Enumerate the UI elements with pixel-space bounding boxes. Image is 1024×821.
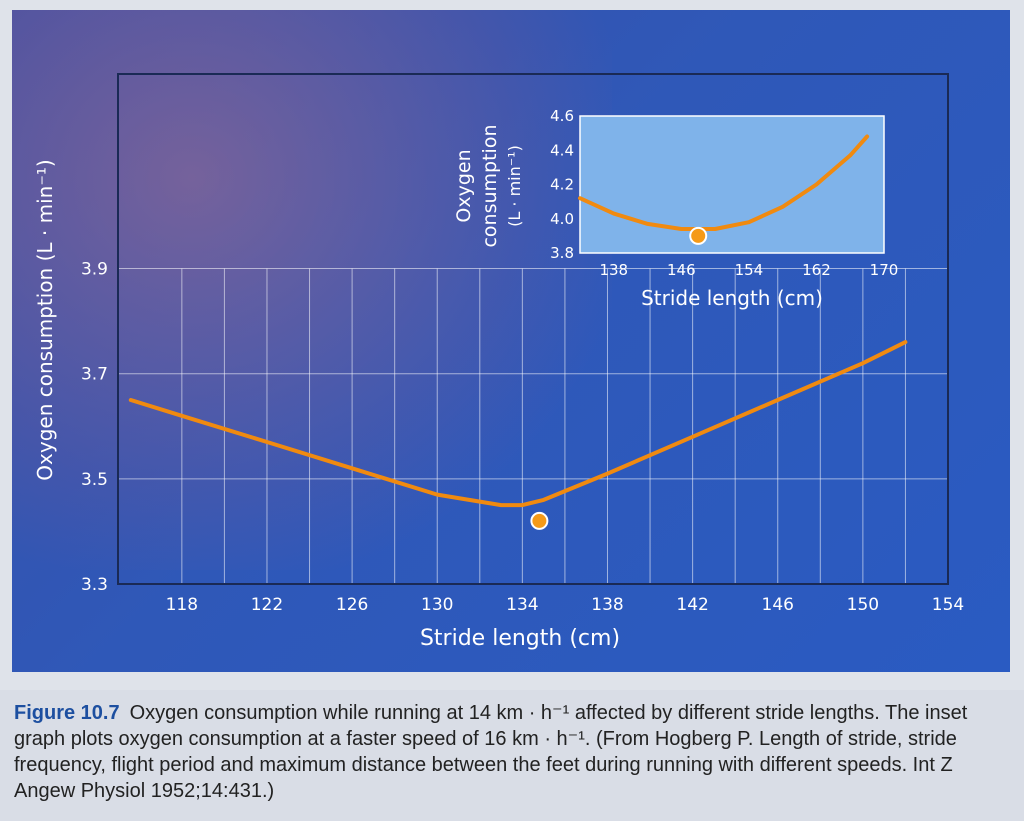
inset-minimum-marker xyxy=(689,226,708,245)
inset-y-tick-label: 3.8 xyxy=(550,244,574,262)
main-x-tick-label: 126 xyxy=(336,595,368,615)
chart-svg: 118 122 126 130 134 138 142 146 150 154 3.3 3.5 3.7 3… xyxy=(33,73,964,651)
inset-y-axis-label: consumption xyxy=(479,124,501,247)
caption-text: Oxygen consumption while running at 14 k… xyxy=(14,702,968,802)
main-x-tick-label: 130 xyxy=(421,595,453,615)
main-series-line xyxy=(128,340,908,508)
main-grid xyxy=(118,268,948,585)
caption-box xyxy=(0,690,1024,821)
main-y-axis-label: Oxygen consumption (L · min⁻¹) xyxy=(33,159,57,480)
main-x-tick-label: 154 xyxy=(932,595,964,615)
inset-x-tick-label: 154 xyxy=(735,261,764,279)
main-y-tick-label: 3.3 xyxy=(81,575,108,595)
main-plot-frame xyxy=(117,73,949,585)
main-y-tick-label: 3.7 xyxy=(81,365,108,385)
inset-series-line xyxy=(578,134,870,231)
inset-y-tick-label: 4.6 xyxy=(550,107,574,125)
main-x-tick-label: 138 xyxy=(591,595,623,615)
main-x-tick-label: 150 xyxy=(847,595,879,615)
main-ticks: 118 122 126 130 134 138 142 146 150 154 3.3 3.5 3.7 3… xyxy=(81,260,964,615)
main-minimum-marker xyxy=(530,511,549,530)
main-x-tick-label: 122 xyxy=(251,595,283,615)
main-y-tick-label: 3.9 xyxy=(81,260,108,280)
inset-y-axis-label: (L · min⁻¹) xyxy=(505,145,524,227)
main-x-tick-label: 142 xyxy=(676,595,708,615)
inset-x-tick-label: 162 xyxy=(802,261,831,279)
main-axes xyxy=(117,73,949,585)
main-x-tick-label: 134 xyxy=(506,595,538,615)
figure-number: Figure 10.7 xyxy=(14,702,120,724)
inset-x-tick-label: 170 xyxy=(870,261,899,279)
inset-x-axis-label: Stride length (cm) xyxy=(641,286,823,310)
main-x-tick-label: 118 xyxy=(166,595,198,615)
inset-x-tick-label: 146 xyxy=(667,261,696,279)
inset-y-tick-label: 4.4 xyxy=(550,141,574,159)
main-series xyxy=(128,340,908,530)
inset-y-axis-label: Oxygen xyxy=(453,149,475,222)
main-y-tick-label: 3.5 xyxy=(81,470,108,490)
inset-chart: 138 146 154 162 170 3.8 4.0 4.2 4.4 4.6 Stride len… xyxy=(453,107,898,310)
inset-plot-area xyxy=(579,115,885,254)
figure-caption: Figure 10.7 Oxygen consumption while runn… xyxy=(14,700,1004,804)
inset-y-tick-label: 4.2 xyxy=(550,176,574,194)
inset-y-tick-label: 4.0 xyxy=(550,210,574,228)
main-x-axis-label: Stride length (cm) xyxy=(420,626,620,651)
inset-x-tick-label: 138 xyxy=(599,261,628,279)
main-x-tick-label: 146 xyxy=(762,595,794,615)
